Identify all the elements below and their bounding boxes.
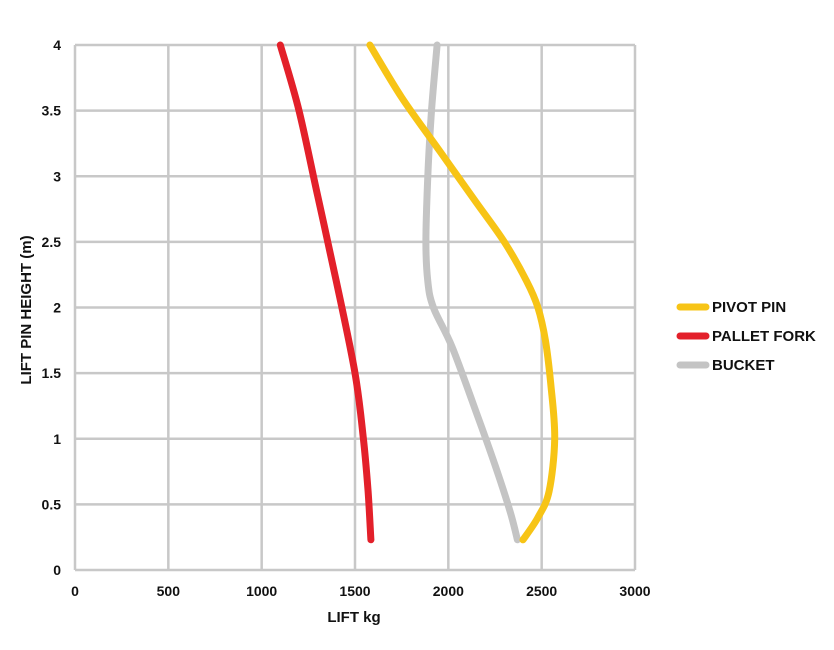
- legend-label-bucket: BUCKET: [712, 357, 775, 374]
- x-tick-label: 2000: [433, 583, 464, 599]
- x-tick-label: 500: [157, 583, 181, 599]
- y-tick-label: 1.5: [42, 365, 62, 381]
- x-tick-label: 2500: [526, 583, 557, 599]
- y-tick-label: 3: [53, 168, 61, 184]
- y-axis-title: LIFT PIN HEIGHT (m): [18, 235, 35, 384]
- y-tick-label: 4: [53, 37, 61, 53]
- y-tick-label: 2: [53, 300, 61, 316]
- series-line-bucket: [422, 41, 521, 544]
- series-line-pivot-pin: [366, 41, 559, 544]
- x-tick-label: 1000: [246, 583, 277, 599]
- y-tick-label: 0: [53, 562, 61, 578]
- x-tick-label: 3000: [619, 583, 650, 599]
- x-axis-title: LIFT kg: [327, 609, 380, 626]
- x-tick-label: 1500: [339, 583, 370, 599]
- legend: PIVOT PIN PALLET FORK BUCKET: [676, 299, 816, 374]
- legend-label-pivot-pin: PIVOT PIN: [712, 299, 786, 316]
- x-axis-ticks: 0 500 1000 1500 2000 2500 3000: [71, 583, 651, 599]
- y-axis-ticks: 0 0.5 1 1.5 2 2.5 3 3.5 4: [42, 37, 62, 578]
- y-tick-label: 0.5: [42, 496, 62, 512]
- y-tick-label: 3.5: [42, 103, 62, 119]
- y-tick-label: 1: [53, 431, 61, 447]
- series-line-pallet-fork: [276, 41, 375, 544]
- legend-label-pallet-fork: PALLET FORK: [712, 328, 816, 345]
- x-tick-label: 0: [71, 583, 79, 599]
- y-tick-label: 2.5: [42, 234, 62, 250]
- gridlines: [73, 43, 637, 572]
- series-layer: [276, 41, 559, 544]
